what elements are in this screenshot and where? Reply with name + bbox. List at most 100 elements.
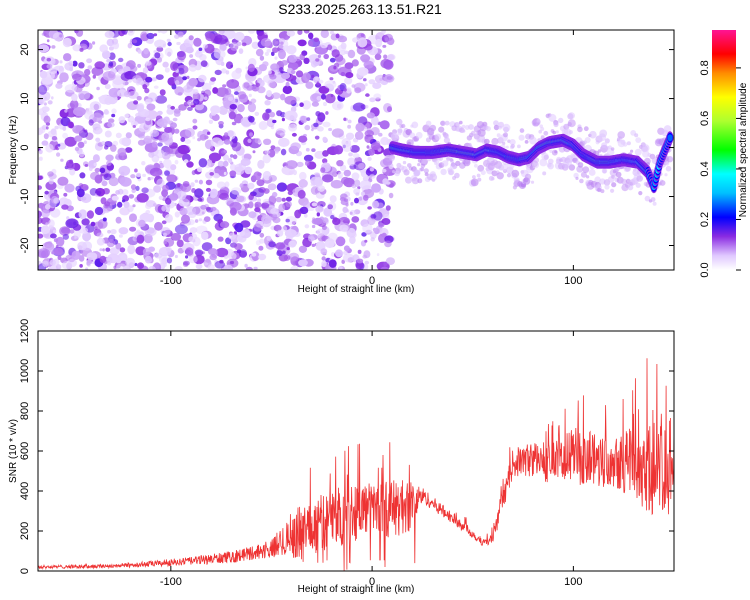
noise-speck <box>46 39 50 43</box>
noise-speck <box>170 202 176 207</box>
noise-speck <box>251 41 260 49</box>
noise-speck <box>103 109 109 115</box>
ridge-halo <box>644 195 651 202</box>
noise-speck <box>81 196 87 201</box>
noise-speck <box>280 72 291 80</box>
noise-speck <box>298 135 308 143</box>
noise-speck <box>156 56 163 63</box>
noise-speck <box>284 95 297 105</box>
noise-speck <box>367 206 372 210</box>
noise-speck <box>326 44 333 51</box>
ridge-halo <box>477 177 482 182</box>
noise-speck <box>259 55 265 61</box>
noise-speck <box>92 112 103 123</box>
noise-speck <box>358 196 363 201</box>
noise-speck <box>239 183 244 188</box>
noise-speck <box>149 130 160 138</box>
noise-speck <box>96 237 105 246</box>
noise-speck <box>145 60 152 66</box>
noise-speck <box>64 109 68 113</box>
noise-speck <box>203 89 212 97</box>
noise-speck <box>232 154 238 160</box>
noise-speck <box>38 149 43 155</box>
noise-speck <box>286 247 290 251</box>
noise-speck <box>115 242 122 250</box>
noise-speck <box>189 227 198 234</box>
noise-speck <box>317 112 326 123</box>
noise-speck <box>248 193 254 201</box>
noise-speck <box>350 201 354 206</box>
noise-speck <box>305 81 314 89</box>
noise-speck <box>335 33 340 39</box>
noise-speck <box>120 72 132 81</box>
ridge-halo <box>429 173 438 182</box>
noise-speck <box>134 168 138 173</box>
noise-speck <box>127 65 138 73</box>
noise-speck <box>176 191 187 200</box>
ridge-halo <box>503 132 508 138</box>
noise-speck <box>210 188 219 198</box>
ridge-halo <box>540 135 545 140</box>
noise-speck <box>284 229 297 238</box>
noise-speck <box>321 93 326 100</box>
ridge-halo <box>461 124 466 129</box>
noise-speck <box>62 233 69 240</box>
noise-speck <box>63 192 68 197</box>
noise-speck <box>69 99 79 110</box>
noise-speck <box>339 164 347 172</box>
noise-speck <box>183 159 189 164</box>
noise-speck <box>261 214 272 224</box>
ridge-halo <box>503 126 509 133</box>
noise-speck <box>178 145 190 155</box>
ridge-halo <box>622 142 628 147</box>
noise-speck <box>185 255 189 259</box>
noise-speck <box>205 179 213 186</box>
noise-speck <box>137 49 142 54</box>
snr-y-ticks: 0 200 400 600 800 1000 1200 <box>19 319 674 574</box>
noise-speck <box>322 121 331 128</box>
noise-speck <box>83 140 87 144</box>
noise-speck <box>130 174 136 179</box>
noise-speck <box>252 187 265 198</box>
ridge-halo <box>666 156 674 163</box>
noise-speck <box>118 227 129 235</box>
noise-speck <box>154 52 161 59</box>
noise-speck <box>102 217 107 222</box>
noise-speck <box>47 100 53 105</box>
noise-speck <box>363 60 374 69</box>
noise-speck <box>112 79 125 89</box>
ridge-halo <box>474 163 478 168</box>
noise-speck <box>344 77 353 85</box>
noise-speck <box>118 57 124 63</box>
noise-speck <box>153 85 159 89</box>
noise-speck <box>330 94 334 98</box>
noise-speck <box>104 201 111 207</box>
noise-speck <box>317 54 322 58</box>
noise-speck <box>66 159 74 169</box>
noise-speck <box>127 244 136 255</box>
noise-speck <box>278 203 286 212</box>
noise-speck <box>297 39 307 47</box>
noise-speck <box>42 124 47 129</box>
noise-speck <box>162 158 172 169</box>
noise-speck <box>350 145 360 153</box>
noise-speck <box>317 126 324 132</box>
noise-speck <box>182 84 193 93</box>
ridge-halo <box>442 132 449 138</box>
ridge-halo <box>447 168 455 176</box>
noise-speck <box>288 240 297 248</box>
noise-speck <box>91 66 104 76</box>
noise-speck <box>302 72 311 81</box>
noise-speck <box>234 166 245 175</box>
noise-speck <box>254 111 260 116</box>
noise-speck <box>276 110 283 117</box>
noise-speck <box>288 54 298 63</box>
noise-speck <box>170 122 177 129</box>
noise-speck <box>308 32 314 40</box>
noise-speck <box>219 43 227 52</box>
noise-speck <box>129 213 137 222</box>
noise-speck <box>339 49 346 56</box>
noise-speck <box>259 238 265 244</box>
noise-speck <box>275 242 286 250</box>
noise-speck <box>255 82 260 88</box>
